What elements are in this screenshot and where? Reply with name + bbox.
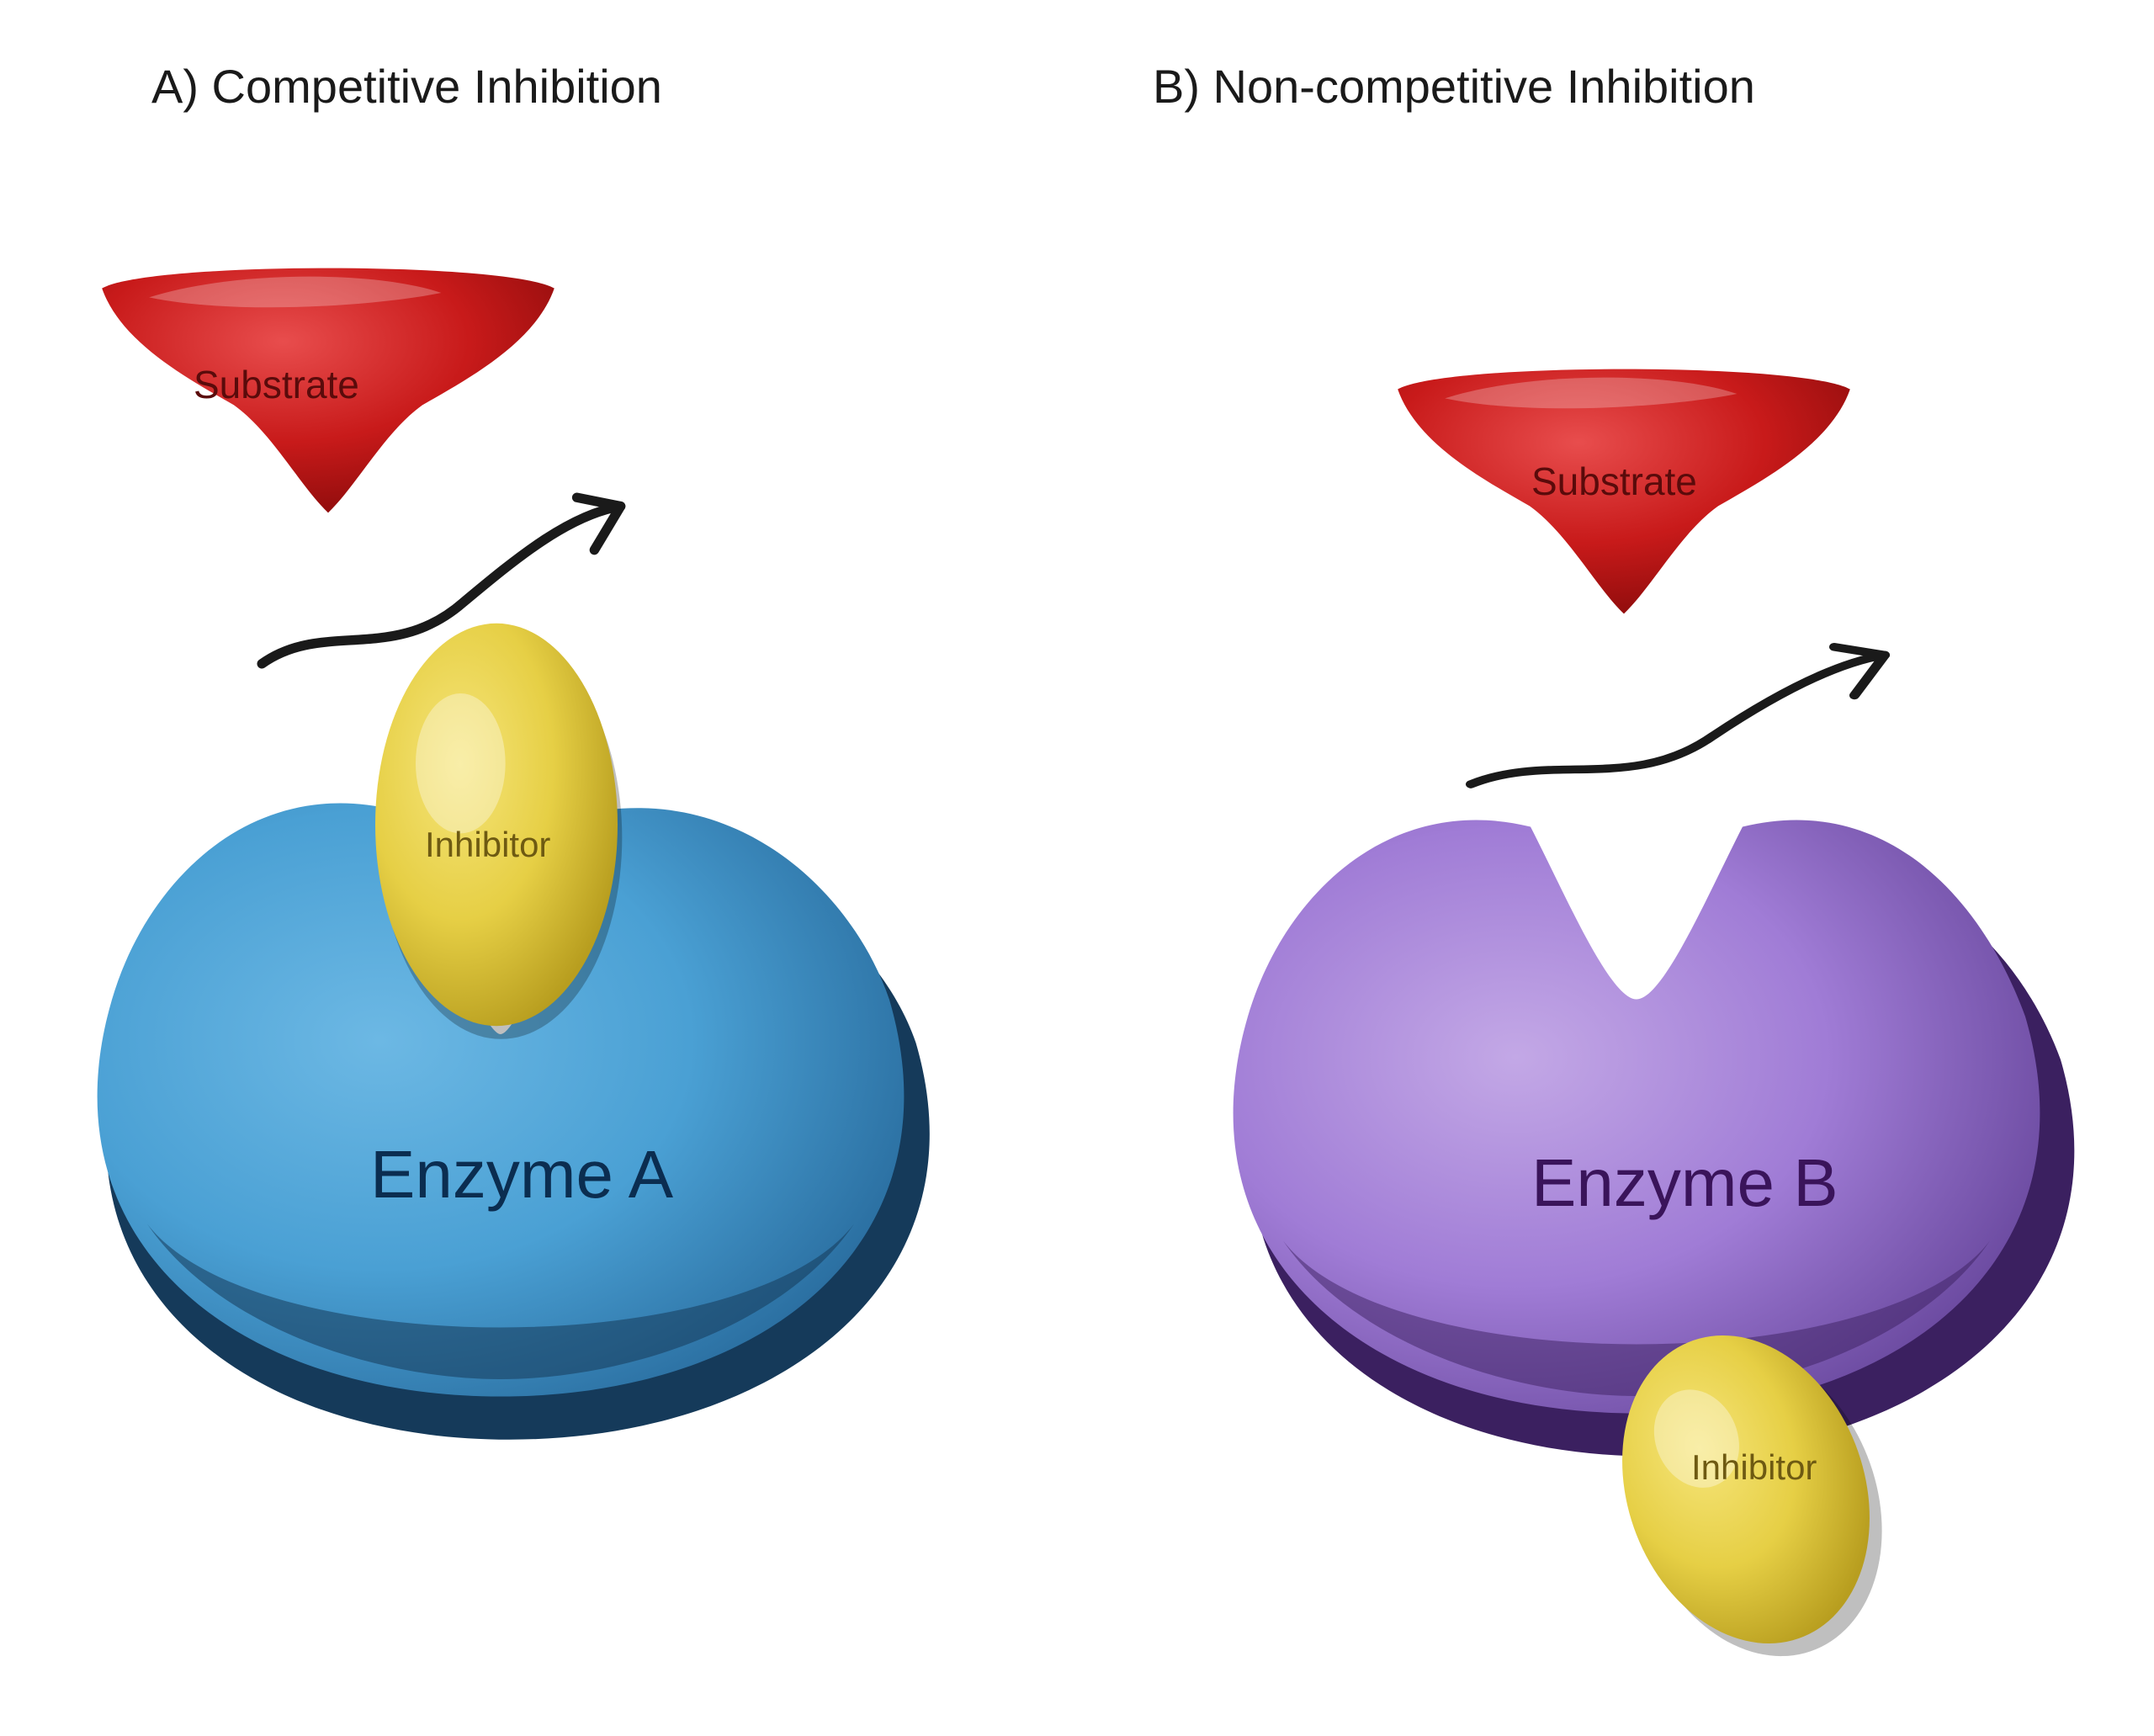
panel-title-right: B) Non-competitive Inhibition (1153, 59, 1755, 114)
panel-title-left: A) Competitive Inhibition (151, 59, 662, 114)
deflection-arrow-b (1430, 623, 1935, 825)
inhibitor-b-shape (1607, 1313, 1885, 1666)
substrate-b-shape (1388, 353, 1860, 623)
diagram-canvas: A) Competitive Inhibition B) Non-competi… (0, 0, 2154, 1736)
deflection-arrow-a (236, 471, 673, 690)
